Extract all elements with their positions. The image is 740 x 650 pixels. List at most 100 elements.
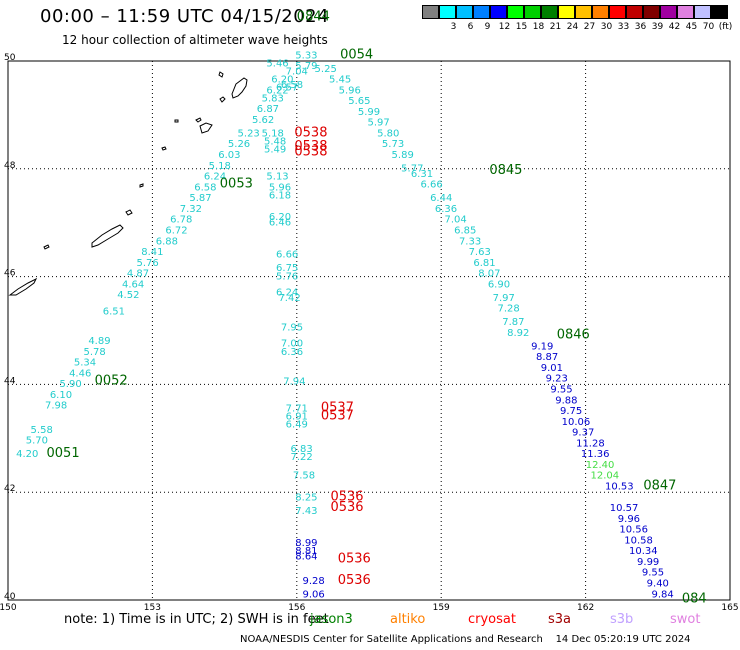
colorbar-swatch: [490, 5, 507, 19]
wave-height-value: 5.96: [269, 182, 291, 193]
pass-time-label: 0052: [95, 373, 128, 388]
wave-height-value: 5.46: [266, 58, 288, 69]
pass-time-label: 0536: [338, 551, 371, 566]
colorbar-swatch: [456, 5, 473, 19]
wave-height-value: 10.06: [562, 417, 591, 428]
wave-height-value: 6.81: [473, 258, 495, 269]
wave-height-value: 6.20: [269, 212, 291, 223]
wave-height-value: 7.71: [286, 403, 308, 414]
wave-height-value: 9.19: [531, 341, 553, 352]
track-0536-blue: 8.998.818.64 9.28 9.06: [295, 538, 324, 600]
colorbar-swatch: [660, 5, 677, 19]
wave-height-value: 5.13: [266, 172, 288, 183]
colorbar-swatch: [677, 5, 694, 19]
wave-height-value: 5.48: [264, 137, 286, 148]
wave-height-value: 6.85: [454, 225, 476, 236]
wave-height-value: 7.33: [459, 236, 481, 247]
wave-height-value: 6.90: [488, 279, 510, 290]
wave-height-value: 7.28: [497, 304, 519, 315]
satellite-legend-item: cryosat: [468, 612, 516, 627]
colorbar-tick-label: 36: [634, 22, 647, 32]
pass-time-label: 0844: [297, 10, 330, 25]
wave-height-value: 8.99: [295, 538, 317, 549]
wave-height-value: 9.23: [546, 374, 568, 385]
pass-time-label: 0051: [47, 446, 80, 461]
wave-height-value: 5.34: [74, 358, 96, 369]
wave-height-value: 5.49: [264, 145, 286, 156]
wave-height-value: 6.31: [411, 169, 433, 180]
colorbar-tick-label: 24: [566, 22, 579, 32]
map-subtitle: 12 hour collection of altimeter wave hei…: [62, 33, 328, 47]
wave-height-value: 4.46: [69, 368, 91, 379]
wave-height-value: 7.43: [295, 506, 317, 517]
lon-tick-label: 159: [433, 603, 450, 613]
wave-height-value: 5.58: [31, 425, 53, 436]
track-0054-0846: 5.255.455.965.655.995.975.805.735.89 5.77…: [315, 64, 530, 339]
colorbar-tick-label: 27: [583, 22, 596, 32]
wave-height-value: 10.56: [619, 525, 648, 536]
colorbar-tick-label: 33: [617, 22, 630, 32]
colorbar-swatch: [626, 5, 643, 19]
wave-height-value: 6.36: [435, 204, 457, 215]
colorbar-tick-label: 21: [549, 22, 562, 32]
pass-time-label: 0536: [330, 500, 363, 515]
wave-height-value: 7.63: [469, 247, 491, 258]
wave-height-value: 7.22: [290, 452, 312, 463]
wave-height-value: 5.89: [392, 150, 414, 161]
map-frame: [7, 60, 731, 601]
axis-tick-labels: 150 153 156 159 162 165 50 48 46 44 42 40: [0, 53, 739, 613]
wave-height-value: 12.40: [586, 460, 615, 471]
pass-time-label: 0845: [489, 163, 522, 178]
wave-height-value: 5.99: [358, 107, 380, 118]
wave-height-value: 6.18: [269, 190, 291, 201]
wave-height-value: 6.78: [170, 215, 192, 226]
wave-height-value: 6.03: [218, 150, 240, 161]
colorbar-swatch: [422, 5, 439, 19]
lat-tick-label: 50: [4, 53, 16, 63]
wave-height-value: 6.10: [50, 390, 72, 401]
wave-height-value: 5.83: [262, 93, 284, 104]
wave-height-value: 7.58: [293, 471, 315, 482]
colorbar-tick-label: (ft): [718, 22, 733, 32]
lon-tick-label: 153: [144, 603, 161, 613]
map-title: 00:00 – 11:59 UTC 04/15/2024: [40, 6, 330, 27]
colorbar-tick-label: 45: [685, 22, 698, 32]
island-7: [161, 146, 167, 151]
wave-height-value: 4.87: [127, 269, 149, 280]
wave-height-value: 9.84: [651, 589, 673, 600]
wave-height-value: 5.70: [26, 436, 48, 447]
pass-time-labels: 0844005408450053084608470840052005105380…: [47, 10, 707, 607]
lat-tick-label: 42: [4, 484, 15, 494]
wave-height-value: 5.78: [84, 347, 106, 358]
colorbar-tick-label: 12: [498, 22, 511, 32]
wave-height-value: 4.52: [117, 290, 139, 301]
pass-time-label: 0537: [321, 400, 354, 415]
track-0537-0538: 5.185.485.49 5.135.966.18 6.206.46 6.66 6.75…: [262, 128, 308, 430]
wave-height-value: 5.18: [209, 161, 231, 172]
lon-tick-label: 156: [288, 603, 305, 613]
wave-height-value: 6.88: [156, 236, 178, 247]
pass-time-label: 0536: [330, 489, 363, 504]
colorbar-tick-label: 70: [702, 22, 715, 32]
wave-height-value: 10.53: [605, 482, 634, 493]
track-0051-0054: 4.20 5.705.58 7.986.105.904.465.345.784.89…: [16, 50, 317, 460]
wave-height-value: 11.28: [576, 438, 605, 449]
island-8: [139, 183, 144, 188]
satellite-tracks: 4.20 5.705.58 7.986.105.904.465.345.784.89…: [16, 50, 674, 600]
pass-time-label: 0538: [294, 139, 327, 154]
wave-height-value: 8.87: [536, 352, 558, 363]
wave-height-value: 9.96: [618, 514, 640, 525]
lat-tick-label: 48: [4, 161, 16, 171]
wave-height-value: 6.46: [269, 217, 291, 228]
wave-height-value: 9.40: [647, 579, 669, 590]
wave-height-value: 9.37: [572, 428, 594, 439]
wave-height-value: 5.80: [377, 128, 399, 139]
wave-height-value: 8.25: [295, 492, 317, 503]
wave-height-value: 6.36: [281, 347, 303, 358]
colorbar-swatch: [558, 5, 575, 19]
wave-height-value: 8.41: [141, 247, 163, 258]
wave-height-value: 12.04: [591, 471, 620, 482]
lat-tick-label: 44: [4, 376, 16, 386]
wave-height-value: 6.22: [266, 85, 288, 96]
